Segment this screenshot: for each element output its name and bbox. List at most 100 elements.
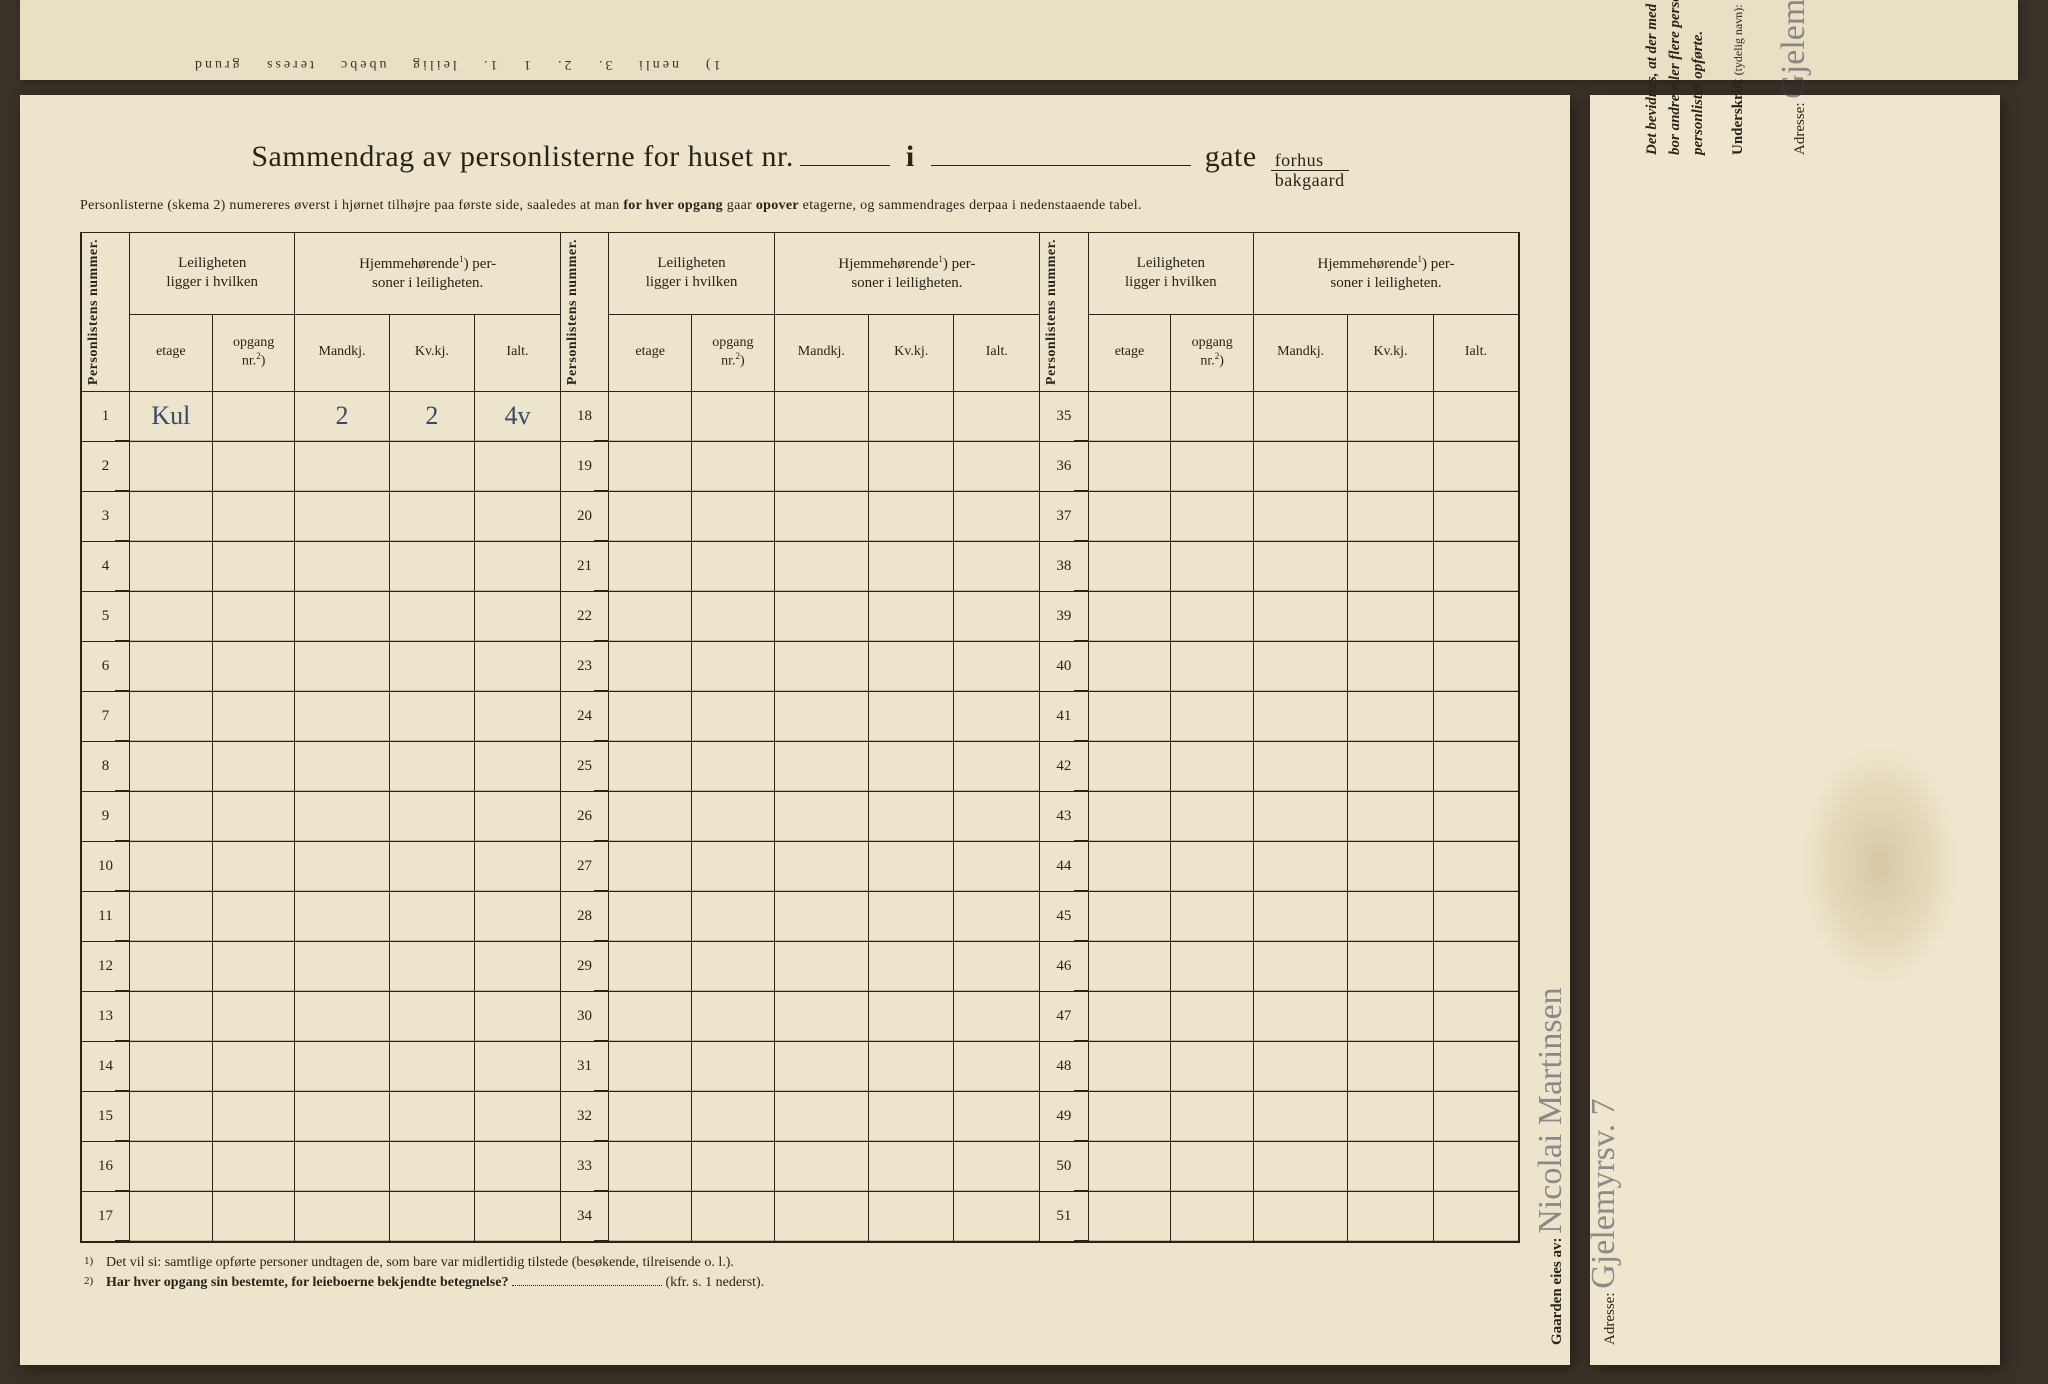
- sub-etage: etage: [609, 314, 692, 391]
- cell-etage: [609, 1041, 692, 1091]
- sub-etage: etage: [130, 314, 213, 391]
- cell-mandkj: [295, 941, 389, 991]
- row-number: 21: [560, 541, 609, 591]
- cell-ialt: [1433, 591, 1519, 641]
- cell-etage: [1088, 541, 1171, 591]
- cell-etage: [609, 541, 692, 591]
- cell-ialt: [475, 1191, 561, 1242]
- cell-ialt: [1433, 541, 1519, 591]
- cell-mandkj: [774, 491, 868, 541]
- cell-ialt: [954, 1191, 1040, 1242]
- cell-ialt: [954, 891, 1040, 941]
- cell-mandkj: [1254, 841, 1348, 891]
- cell-kvkj: [1348, 1141, 1434, 1191]
- cell-mandkj: 2: [295, 391, 389, 441]
- cell-mandkj: [774, 691, 868, 741]
- owner-signature: Nicolai Martinsen: [1532, 987, 1569, 1233]
- cell-ialt: [475, 941, 561, 991]
- sub-kvkj: Kv.kj.: [1348, 314, 1434, 391]
- cell-etage: [1088, 491, 1171, 541]
- blank-house-nr: [800, 135, 890, 166]
- row-number: 44: [1040, 841, 1089, 891]
- cell-opgang: [212, 691, 295, 741]
- row-number: 5: [81, 591, 130, 641]
- row-number: 39: [1040, 591, 1089, 641]
- cell-kvkj: [1348, 991, 1434, 1041]
- cell-etage: [130, 1191, 213, 1242]
- sub-opgang: opgangnr.2): [1171, 314, 1254, 391]
- row-number: 30: [560, 991, 609, 1041]
- row-number: 8: [81, 741, 130, 791]
- cell-opgang: [1171, 541, 1254, 591]
- cell-opgang: [212, 491, 295, 541]
- cell-ialt: [954, 391, 1040, 441]
- cell-kvkj: [868, 441, 954, 491]
- row-number: 35: [1040, 391, 1089, 441]
- cell-etage: [1088, 1141, 1171, 1191]
- cell-kvkj: [868, 991, 954, 1041]
- summary-table: Personlistens nummer.Leilighetenligger i…: [80, 232, 1520, 1243]
- subtitle-b1: for hver opgang: [623, 198, 723, 213]
- owner-adresse-row: Adresse: Gjelemyrsv. 7: [1585, 845, 1623, 1345]
- cell-ialt: [954, 591, 1040, 641]
- owner-adresse-label: Adresse:: [1602, 1293, 1618, 1346]
- row-number: 6: [81, 641, 130, 691]
- cell-etage: Kul: [130, 391, 213, 441]
- underskrift-note: (tydelig navn):: [1731, 4, 1745, 75]
- cell-opgang: [212, 1091, 295, 1141]
- cell-etage: [609, 491, 692, 541]
- cell-kvkj: [1348, 891, 1434, 941]
- subtitle-mid: gaar: [723, 198, 756, 213]
- cell-etage: [609, 1091, 692, 1141]
- cell-kvkj: [868, 741, 954, 791]
- cell-kvkj: [389, 741, 475, 791]
- cell-kvkj: [389, 441, 475, 491]
- cell-opgang: [1171, 741, 1254, 791]
- cell-opgang: [692, 1091, 775, 1141]
- cell-etage: [609, 391, 692, 441]
- row-number: 46: [1040, 941, 1089, 991]
- cell-etage: [130, 641, 213, 691]
- cell-kvkj: [868, 541, 954, 591]
- sub-mandkj: Mandkj.: [774, 314, 868, 391]
- adresse-label: Adresse:: [1792, 103, 1808, 156]
- cell-kvkj: [868, 641, 954, 691]
- cell-ialt: [954, 841, 1040, 891]
- cell-opgang: [212, 1041, 295, 1091]
- footnote-1: 1)Det vil si: samtlige opførte personer …: [106, 1255, 1520, 1271]
- cell-etage: [1088, 591, 1171, 641]
- subtitle: Personlisterne (skema 2) numereres øvers…: [80, 198, 1520, 214]
- paper-stain: [1800, 745, 1960, 985]
- cell-kvkj: [868, 591, 954, 641]
- cell-ialt: [475, 891, 561, 941]
- cell-mandkj: [774, 1191, 868, 1242]
- cell-kvkj: [1348, 491, 1434, 541]
- cell-etage: [609, 441, 692, 491]
- cell-etage: [1088, 891, 1171, 941]
- cell-ialt: [475, 1041, 561, 1091]
- sub-ialt: Ialt.: [1433, 314, 1519, 391]
- cell-ialt: [954, 1141, 1040, 1191]
- cell-etage: [1088, 1191, 1171, 1242]
- cell-mandkj: [774, 791, 868, 841]
- cell-etage: [130, 841, 213, 891]
- cell-opgang: [692, 1191, 775, 1242]
- cell-opgang: [1171, 941, 1254, 991]
- row-number: 3: [81, 491, 130, 541]
- decl-line-3: personlister opførte.: [1690, 0, 1707, 155]
- row-number: 16: [81, 1141, 130, 1191]
- cell-ialt: [1433, 941, 1519, 991]
- cell-etage: [609, 791, 692, 841]
- cell-kvkj: [389, 591, 475, 641]
- cell-opgang: [692, 1141, 775, 1191]
- cell-mandkj: [1254, 641, 1348, 691]
- adresse-value: Gjelemyrsvein 7: [1775, 0, 1812, 99]
- cell-mandkj: [774, 841, 868, 891]
- cell-opgang: [1171, 391, 1254, 441]
- cell-etage: [130, 791, 213, 841]
- cell-mandkj: [774, 591, 868, 641]
- cell-ialt: [1433, 891, 1519, 941]
- bakgaard-label: bakgaard: [1271, 171, 1349, 190]
- cell-ialt: [1433, 841, 1519, 891]
- sub-opgang: opgangnr.2): [212, 314, 295, 391]
